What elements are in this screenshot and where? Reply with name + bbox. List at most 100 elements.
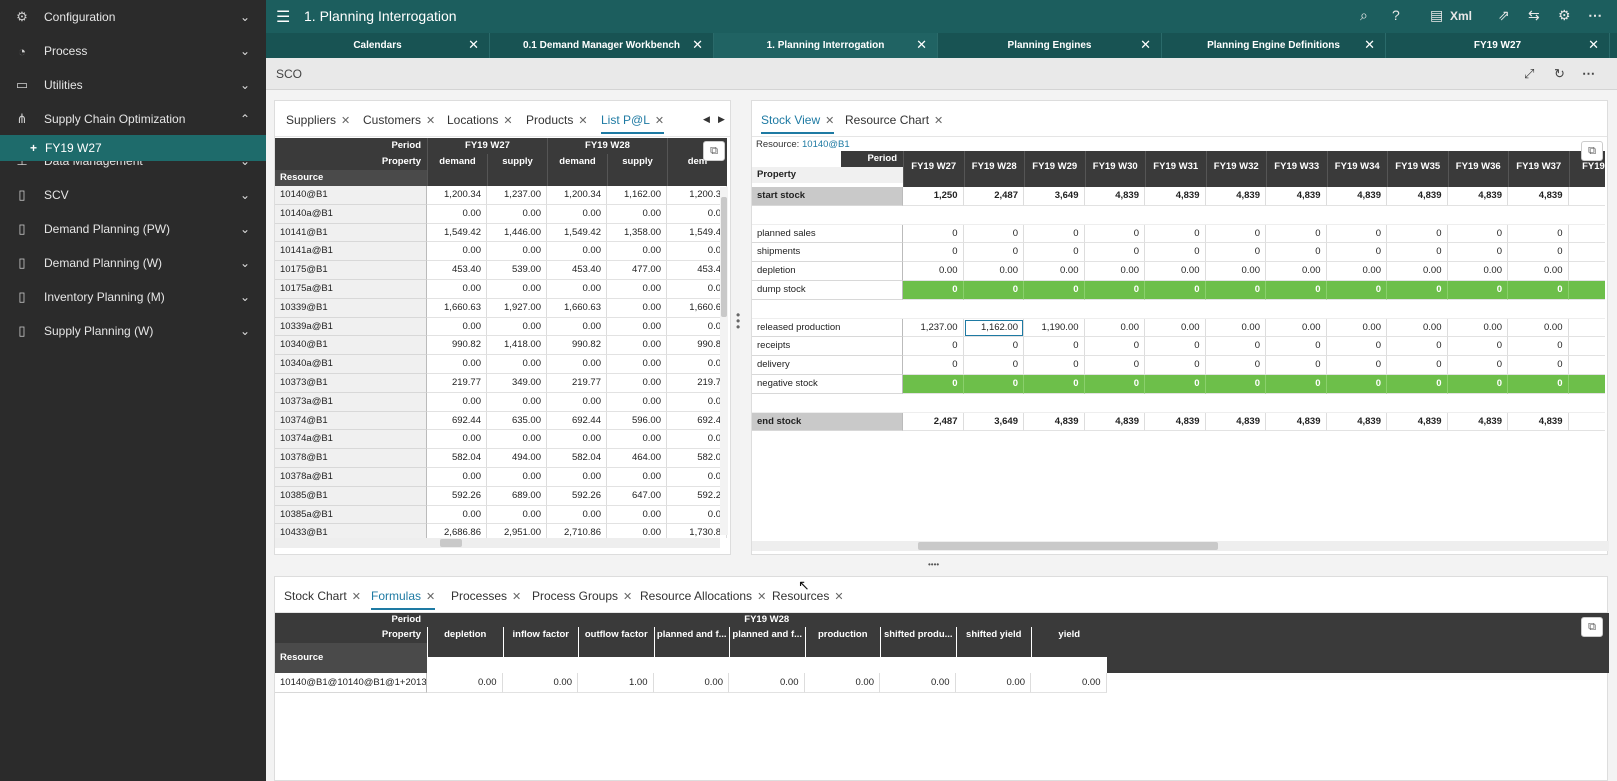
table-cell[interactable]: 4,839	[1145, 187, 1206, 206]
tab-resource-allocations[interactable]: Resource Allocations ✕	[640, 589, 766, 603]
table-cell[interactable]: 596.00	[607, 411, 667, 431]
sidebar-item-process[interactable]: ◔ Process ⌄	[0, 34, 266, 68]
table-cell[interactable]: 0.0	[667, 430, 727, 450]
table-cell[interactable]: 0	[1508, 224, 1569, 244]
table-cell[interactable]: 0	[1084, 243, 1145, 263]
expand-icon[interactable]: ⤢	[1524, 66, 1535, 81]
table-cell[interactable]: 0	[1508, 337, 1569, 357]
row-property-label[interactable]: released production	[752, 318, 903, 338]
table-cell[interactable]: 464.00	[607, 449, 667, 468]
window-tab[interactable]: Planning Engines ✕	[938, 33, 1162, 58]
table-cell[interactable]: 0.00	[487, 468, 547, 487]
row-property-label[interactable]: planned sales	[752, 224, 903, 244]
vertical-scrollbar[interactable]	[720, 187, 728, 535]
copy-icon[interactable]: ⧉	[1581, 617, 1603, 637]
tab-products[interactable]: Products ✕	[526, 113, 588, 127]
period-header[interactable]: FY19 W29	[1024, 151, 1085, 187]
table-cell[interactable]: 0.00	[547, 317, 607, 337]
column-header[interactable]: supply	[607, 154, 667, 186]
sidebar-item-utilities[interactable]: ▭ Utilities ⌄	[0, 68, 266, 102]
table-cell[interactable]: 0.00	[1205, 262, 1266, 281]
table-cell[interactable]: 1,250	[903, 187, 964, 206]
row-resource-label[interactable]: 10373a@B1	[275, 392, 427, 412]
table-cell[interactable]: 0.0	[667, 505, 727, 525]
table-cell[interactable]: 0.00	[427, 430, 487, 450]
table-cell[interactable]: 0	[1266, 224, 1327, 244]
table-cell[interactable]: 582.04	[427, 449, 487, 468]
close-icon[interactable]: ✕	[834, 591, 844, 603]
table-cell[interactable]: 0.00	[963, 262, 1024, 281]
table-cell[interactable]: 0.00	[427, 355, 487, 374]
sidebar-item-supply-chain-optimization[interactable]: ⋔ Supply Chain Optimization ⌃	[0, 102, 266, 136]
close-icon[interactable]: ✕	[503, 115, 513, 127]
table-cell[interactable]: 0	[1326, 337, 1387, 357]
chevron-down-icon[interactable]: ⌄	[239, 10, 251, 24]
tab-stock-view[interactable]: Stock View ✕	[761, 113, 835, 134]
table-cell[interactable]: 4,839	[1387, 187, 1448, 206]
settings-gear-icon[interactable]: ⚙	[1558, 7, 1571, 23]
table-cell[interactable]: 1,200.34	[427, 186, 487, 205]
table-cell[interactable]: 0	[1326, 375, 1387, 394]
table-cell[interactable]: 1,358.00	[607, 223, 667, 243]
table-cell[interactable]: 0.00	[607, 317, 667, 337]
row-property-label[interactable]: dump stock	[752, 281, 903, 300]
table-cell[interactable]: 0.00	[547, 355, 607, 374]
row-property-label[interactable]: end stock	[752, 412, 903, 432]
table-cell[interactable]: 2,686.86	[427, 524, 487, 538]
table-cell[interactable]: 0.00	[427, 280, 487, 299]
table-cell[interactable]: 0	[1205, 356, 1266, 375]
close-icon[interactable]: ✕	[1588, 37, 1599, 52]
table-cell[interactable]: 0	[903, 224, 964, 244]
table-cell[interactable]: 219.77	[547, 374, 607, 393]
table-cell[interactable]: 990.8	[667, 336, 727, 356]
close-icon[interactable]: ✕	[1140, 37, 1151, 52]
hamburger-menu-icon[interactable]: ☰	[276, 9, 291, 26]
table-cell[interactable]: 0	[1266, 375, 1327, 394]
table-cell[interactable]: 4,839	[1205, 187, 1266, 206]
table-cell[interactable]: 4,839	[1447, 412, 1508, 432]
table-cell[interactable]: 1,162.00	[963, 318, 1024, 338]
table-cell[interactable]: 0.00	[1266, 262, 1327, 281]
table-cell[interactable]: 0	[1145, 356, 1206, 375]
close-icon[interactable]: ✕	[1364, 37, 1375, 52]
sidebar-item-inventory-planning-m[interactable]: ▯ Inventory Planning (M) ⌄	[0, 280, 266, 314]
sidebar-item-scv[interactable]: ▯ SCV ⌄	[0, 178, 266, 212]
table-cell[interactable]: 0	[1024, 375, 1085, 394]
table-cell[interactable]: 0.00	[547, 242, 607, 262]
table-cell[interactable]: 0.00	[427, 392, 487, 412]
tab-process-groups[interactable]: Process Groups ✕	[532, 589, 632, 603]
close-icon[interactable]: ✕	[623, 591, 633, 603]
table-cell[interactable]: 0.00	[1084, 262, 1145, 281]
row-resource-label[interactable]: 10373@B1	[275, 374, 427, 393]
table-cell[interactable]: 990.82	[547, 336, 607, 356]
table-cell[interactable]: 582.0	[667, 449, 727, 468]
column-header[interactable]: supply	[487, 154, 547, 186]
table-cell[interactable]: 4,839	[1508, 412, 1569, 432]
table-cell[interactable]: 0.00	[487, 355, 547, 374]
table-cell[interactable]: 0	[1447, 224, 1508, 244]
column-header[interactable]: production	[804, 627, 880, 657]
table-cell[interactable]: 0.00	[547, 430, 607, 450]
table-cell[interactable]	[1568, 262, 1605, 281]
sidebar-item-supply-planning-w[interactable]: ▯ Supply Planning (W) ⌄	[0, 314, 266, 348]
close-icon[interactable]: ✕	[578, 115, 588, 127]
tab-resource-chart[interactable]: Resource Chart ✕	[845, 113, 943, 127]
table-cell[interactable]: 0	[1387, 337, 1448, 357]
table-cell[interactable]: 3,649	[963, 412, 1024, 432]
table-cell[interactable]: 0	[1508, 356, 1569, 375]
table-cell[interactable]: 0	[1084, 375, 1145, 394]
table-cell[interactable]: 0	[1447, 281, 1508, 300]
table-cell[interactable]: 0.00	[547, 392, 607, 412]
row-resource-label[interactable]: 10339@B1	[275, 298, 427, 318]
tab-suppliers[interactable]: Suppliers ✕	[286, 113, 350, 127]
table-cell[interactable]: 0.00	[903, 262, 964, 281]
column-header[interactable]: demand	[427, 154, 487, 186]
table-cell[interactable]: 0	[1145, 243, 1206, 263]
table-cell[interactable]: 689.00	[487, 486, 547, 506]
close-icon[interactable]: ✕	[351, 591, 361, 603]
table-cell[interactable]: 0.0	[667, 280, 727, 299]
table-cell[interactable]: 0.00	[1387, 318, 1448, 338]
table-cell[interactable]: 0.00	[607, 204, 667, 224]
table-cell[interactable]: 0.00	[1031, 673, 1107, 693]
table-cell[interactable]: 0	[1084, 356, 1145, 375]
